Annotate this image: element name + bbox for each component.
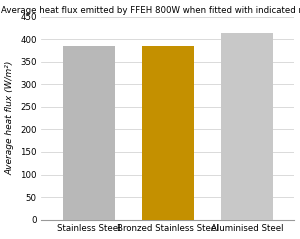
- Title: Average heat flux emitted by FFEH 800W when fitted with indicated reflector: Average heat flux emitted by FFEH 800W w…: [1, 5, 300, 15]
- Bar: [142, 46, 194, 220]
- Bar: [221, 33, 273, 220]
- Y-axis label: Average heat flux (W/m²): Average heat flux (W/m²): [6, 61, 15, 175]
- Bar: [63, 46, 115, 220]
